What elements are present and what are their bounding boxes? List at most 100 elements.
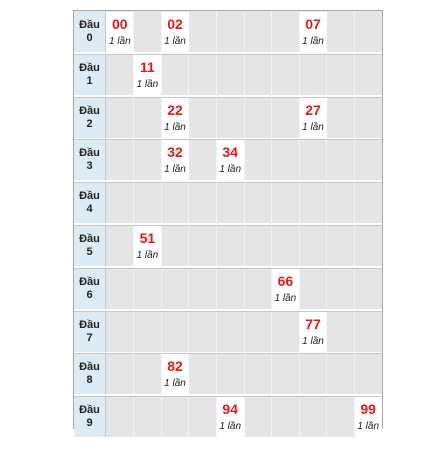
table-row: Đầu 9 94 1 lần 99 1 lần [74, 396, 382, 438]
column-divider [298, 225, 300, 266]
number-cell: 07 1 lần [299, 12, 327, 52]
row-head-digit: 3 [86, 160, 93, 173]
column-divider [353, 310, 355, 352]
column-divider [243, 225, 245, 266]
column-divider [298, 11, 300, 52]
row-divider [74, 310, 382, 312]
column-divider [133, 139, 135, 181]
number-value: 66 [277, 272, 294, 289]
column-divider [243, 139, 245, 181]
column-divider [353, 267, 355, 309]
occurrence-count: 1 lần [357, 421, 380, 433]
column-divider [160, 182, 162, 224]
column-divider [298, 96, 300, 138]
column-divider [271, 96, 273, 138]
column-divider [243, 53, 245, 95]
column-divider [243, 11, 245, 52]
column-divider [298, 353, 300, 395]
number-cell: 99 1 lần [354, 397, 382, 438]
occurrence-count: 1 lần [164, 36, 186, 47]
row-head-digit: 9 [86, 417, 93, 430]
row-head: Đầu 5 [74, 225, 106, 266]
column-divider [133, 96, 135, 138]
column-divider [160, 267, 162, 309]
column-divider [353, 139, 355, 181]
row-head: Đầu 3 [74, 139, 106, 181]
column-divider [298, 310, 300, 352]
row-head-label: Đầu [79, 275, 100, 288]
row-head: Đầu 6 [74, 267, 106, 309]
column-divider [298, 182, 300, 224]
number-value: 07 [305, 16, 321, 32]
number-value: 34 [222, 144, 238, 161]
occurrence-count: 1 lần [302, 36, 324, 47]
column-divider [188, 225, 190, 266]
column-divider [133, 267, 135, 309]
number-value: 32 [167, 144, 183, 161]
column-divider [271, 182, 273, 224]
number-cell: 94 1 lần [216, 397, 244, 438]
column-divider [188, 267, 190, 309]
number-cell: 02 1 lần [161, 12, 189, 52]
table-row: Đầu 5 51 1 lần [74, 225, 382, 267]
row-divider [74, 96, 382, 98]
column-divider [353, 182, 355, 224]
column-divider [160, 11, 162, 52]
row-divider [74, 267, 382, 269]
column-divider [160, 53, 162, 95]
occurrence-count: 1 lần [219, 421, 242, 433]
row-head-label: Đầu [79, 147, 100, 160]
column-divider [215, 182, 217, 224]
column-divider [353, 11, 355, 52]
column-divider [326, 267, 328, 309]
column-divider [133, 310, 135, 352]
row-head-label: Đầu [79, 318, 100, 331]
row-head-digit: 0 [86, 32, 93, 44]
number-cell: 11 1 lần [133, 54, 161, 95]
row-head-digit: 5 [86, 246, 93, 258]
occurrence-count: 1 lần [219, 164, 242, 176]
column-divider [215, 396, 217, 438]
number-value: 82 [167, 358, 183, 375]
column-divider [160, 396, 162, 438]
column-divider [326, 139, 328, 181]
column-divider [160, 139, 162, 181]
column-divider [215, 53, 217, 95]
row-head-digit: 8 [86, 374, 93, 387]
number-cell: 34 1 lần [216, 140, 244, 181]
column-divider [326, 11, 328, 52]
column-divider [353, 396, 355, 438]
number-value: 99 [360, 401, 376, 418]
column-divider [326, 53, 328, 95]
column-divider [133, 353, 135, 395]
row-head-digit: 6 [86, 288, 93, 301]
occurrence-count: 1 lần [302, 335, 324, 347]
occurrence-count: 1 lần [164, 378, 186, 390]
row-head-label: Đầu [79, 61, 100, 74]
column-divider [215, 225, 217, 266]
column-divider [243, 96, 245, 138]
row-head: Đầu 1 [74, 53, 106, 95]
column-divider [243, 267, 245, 309]
row-head-label: Đầu [79, 233, 100, 245]
column-divider [326, 353, 328, 395]
column-divider [133, 53, 135, 95]
number-cell: 32 1 lần [161, 140, 189, 181]
number-value: 11 [139, 58, 155, 75]
column-divider [298, 53, 300, 95]
number-value: 51 [139, 230, 156, 246]
column-divider [188, 396, 190, 438]
table-row: Đầu 1 11 1 lần [74, 53, 382, 96]
row-head: Đầu 7 [74, 310, 106, 352]
column-divider [326, 96, 328, 138]
column-divider [271, 225, 273, 266]
column-divider [188, 310, 190, 352]
row-head: Đầu 2 [74, 96, 106, 138]
row-divider [74, 396, 382, 398]
number-value: 94 [222, 401, 238, 418]
number-cell: 00 1 lần [106, 12, 134, 52]
row-head-digit: 1 [86, 74, 93, 87]
row-divider [74, 139, 382, 141]
column-divider [243, 396, 245, 438]
row-divider [74, 353, 382, 355]
